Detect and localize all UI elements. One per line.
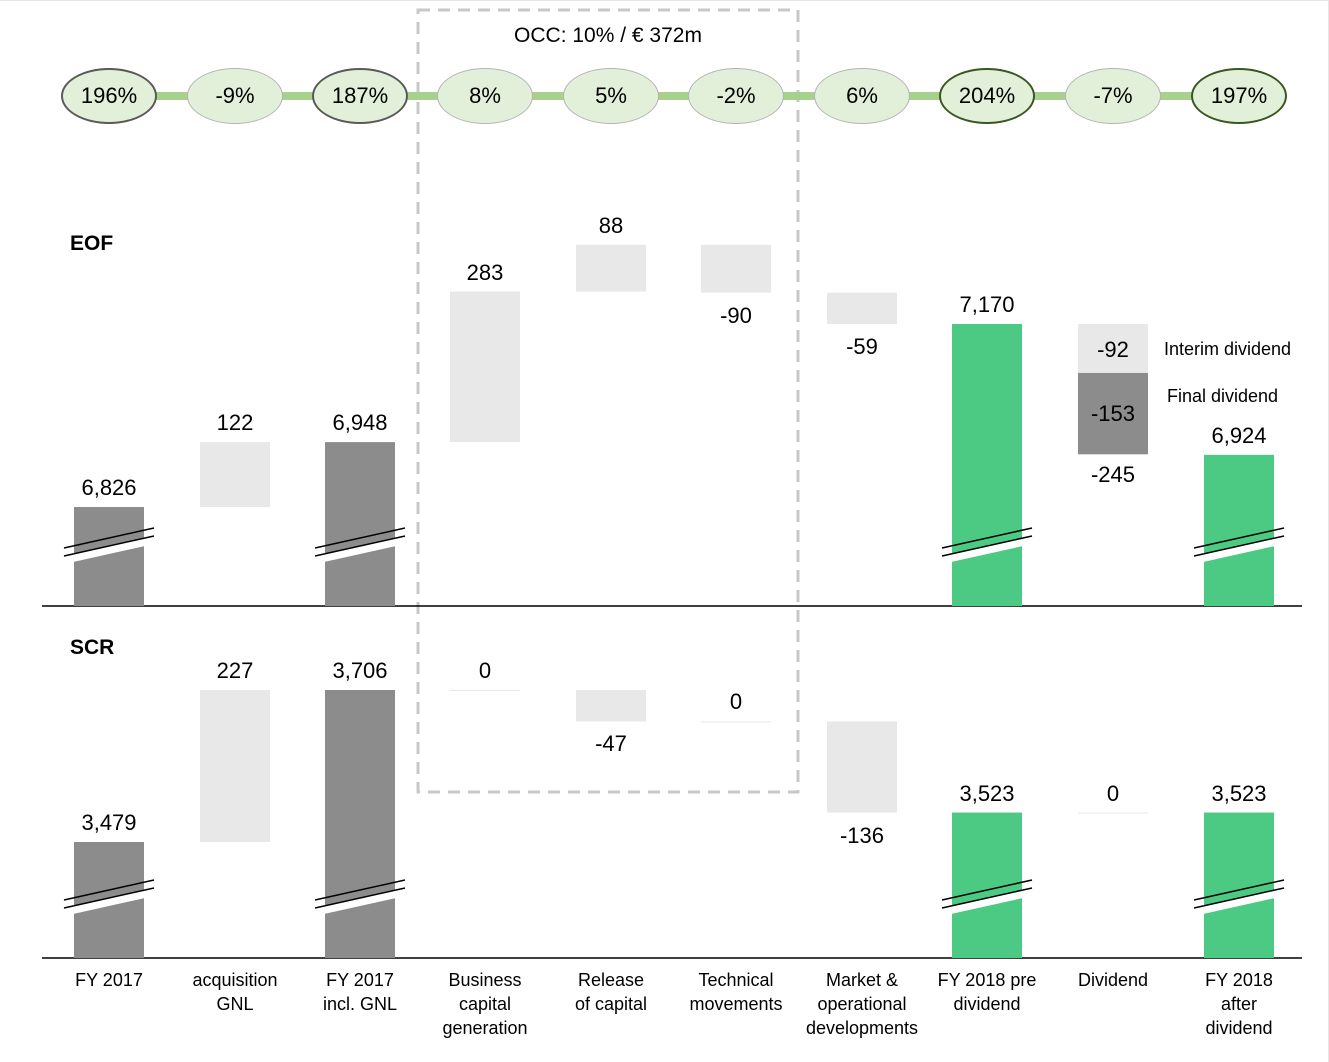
eof-bar-2: [325, 442, 395, 606]
eof-value-label-7: 7,170: [959, 292, 1015, 317]
eof-axis-break-9: [1193, 527, 1285, 564]
eof-bar-final-dividend: [1078, 372, 1148, 455]
scr-bar-6: [827, 721, 897, 813]
category-label-0: FY 2017: [75, 970, 143, 990]
solvency-ratio-1: -9%: [187, 68, 283, 124]
solvency-ratio-0: 196%: [61, 68, 157, 124]
solvency-ratio-9: 197%: [1191, 68, 1287, 124]
eof-value-label-6: -59: [846, 334, 878, 359]
scr-value-label-0: 3,479: [81, 810, 137, 835]
scr-section-label: SCR: [70, 636, 115, 659]
scr-value-label-8: 0: [1106, 780, 1120, 806]
solvency-ratio-8: -7%: [1065, 68, 1161, 124]
solvency-ratio-6: 6%: [814, 68, 910, 124]
eof-bar-3: [450, 291, 520, 443]
eof-value-label-8: -245: [1090, 462, 1136, 488]
eof-bar-6: [827, 292, 897, 324]
solvency-ratio-3: 8%: [437, 68, 533, 124]
category-label-6: Market & operational developments: [805, 970, 919, 1038]
category-label-8: Dividend: [1077, 970, 1149, 990]
scr-value-label-9: 3,523: [1211, 780, 1267, 806]
eof-bar-9: [1204, 454, 1274, 606]
scr-axis-break-7: [941, 879, 1033, 916]
eof-axis-break-2: [314, 527, 406, 564]
eof-axis-break-7: [941, 527, 1033, 564]
eof-final-dividend-label: -153: [1090, 400, 1136, 426]
scr-value-label-5: 0: [729, 689, 743, 715]
eof-section-label: EOF: [70, 232, 114, 255]
scr-bar-3: [450, 690, 520, 691]
category-label-7: FY 2018 pre dividend: [937, 970, 1037, 1014]
occ-dashed-box: [416, 8, 800, 794]
scr-value-label-7: 3,523: [959, 780, 1015, 806]
scr-value-label-4: -47: [595, 731, 627, 757]
scr-bar-1: [200, 690, 270, 842]
scr-bar-2: [325, 690, 395, 958]
category-label-2: FY 2017 incl. GNL: [322, 970, 398, 1014]
eof-bar-4: [576, 244, 646, 292]
solvency-ratio-7: 204%: [939, 68, 1035, 124]
category-label-4: Release of capital: [574, 970, 648, 1014]
solvency-ratio-4: 5%: [563, 68, 659, 124]
scr-value-label-1: 227: [216, 658, 254, 683]
eof-value-label-4: 88: [598, 212, 624, 238]
legend-interim-dividend: Interim dividend: [1164, 339, 1292, 359]
category-label-5: Technical movements: [689, 970, 783, 1014]
scr-value-label-6: -136: [839, 822, 885, 848]
eof-bar-7: [952, 324, 1022, 606]
scr-axis-break-0: [63, 879, 155, 916]
solvency-ratio-2: 187%: [312, 68, 408, 124]
scr-bar-8: [1078, 812, 1148, 814]
eof-bar-5: [701, 244, 771, 293]
scr-bar-4: [576, 690, 646, 722]
category-label-3: Business capital generation: [442, 970, 528, 1038]
scr-bar-5: [701, 721, 771, 723]
eof-axis-break-0: [63, 527, 155, 564]
eof-value-label-9: 6,924: [1211, 422, 1267, 448]
scr-axis-break-9: [1193, 879, 1285, 916]
legend-final-dividend: Final dividend: [1167, 386, 1279, 406]
eof-bar-interim-dividend: [1078, 324, 1148, 373]
scr-axis-break-2: [314, 879, 406, 916]
scr-value-label-3: 0: [478, 658, 492, 683]
eof-value-label-0: 6,826: [81, 475, 137, 500]
eof-value-label-3: 283: [466, 259, 504, 285]
eof-bar-1: [200, 442, 270, 507]
scr-value-label-2: 3,706: [332, 658, 388, 683]
eof-value-label-5: -90: [720, 302, 752, 328]
eof-value-label-2: 6,948: [332, 410, 388, 436]
eof-interim-dividend-label: -92: [1097, 337, 1129, 362]
category-label-9: FY 2018 after dividend: [1205, 970, 1273, 1038]
solvency-ratio-5: -2%: [688, 68, 784, 124]
occ-label: OCC: 10% / € 372m: [514, 24, 702, 47]
eof-value-label-1: 122: [216, 410, 254, 436]
category-label-1: acquisition GNL: [192, 970, 278, 1014]
